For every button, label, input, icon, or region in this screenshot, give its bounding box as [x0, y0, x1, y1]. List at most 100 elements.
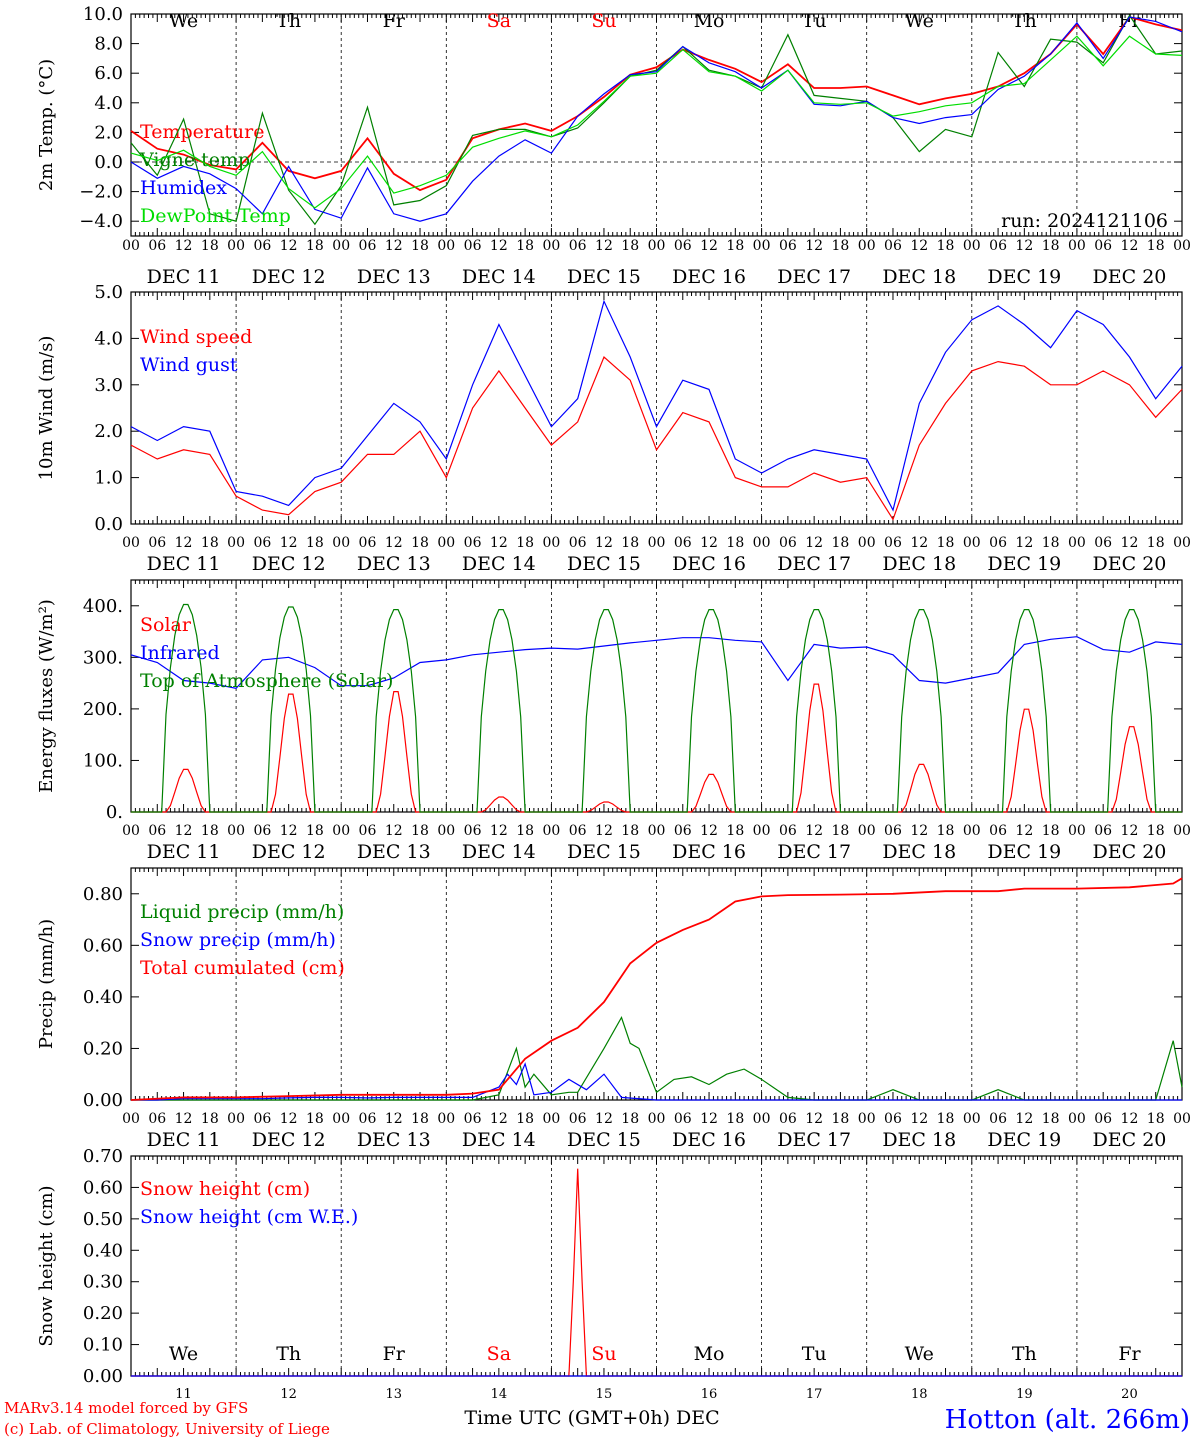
x-tick-label: 18	[306, 1111, 324, 1127]
series-line-vigne-temp	[130, 14, 1183, 226]
date-label: DEC 16	[672, 553, 746, 575]
day-of-week-label: Fr	[383, 10, 406, 32]
x-tick-label: 12	[490, 1111, 508, 1127]
legend-entry: Temperature	[140, 121, 264, 143]
date-label: DEC 20	[1093, 1129, 1167, 1151]
legend-entry: Snow height (cm)	[140, 1178, 310, 1200]
x-tick-label: 18	[832, 1111, 850, 1127]
x-tick-label: 12	[1015, 238, 1033, 254]
x-tick-label: 06	[464, 823, 482, 839]
x-tick-label: 06	[1094, 535, 1112, 551]
y-tick-label: 10.0	[83, 4, 123, 25]
series-line-infrared	[130, 636, 1183, 689]
x-tick-label: 06	[1094, 1111, 1112, 1127]
day-of-week-label: Sa	[487, 10, 511, 32]
day-number-label: 15	[596, 1387, 613, 1402]
x-tick-label: 00	[332, 535, 350, 551]
date-label: DEC 18	[882, 1129, 956, 1151]
x-tick-label: 00	[753, 823, 771, 839]
x-tick-label: 00	[963, 535, 981, 551]
y-tick-label: 0.20	[83, 1303, 123, 1324]
x-tick-label: 18	[201, 238, 219, 254]
x-tick-label: 18	[411, 535, 429, 551]
date-label: DEC 15	[567, 266, 641, 288]
x-tick-label: 06	[148, 1111, 166, 1127]
x-tick-label: 12	[1121, 238, 1139, 254]
legend-entry: Top of Atmosphere (Solar)	[140, 670, 393, 692]
y-tick-label: 0.60	[83, 935, 123, 956]
day-of-week-label: Su	[591, 1343, 616, 1365]
x-tick-label: 06	[464, 238, 482, 254]
x-tick-label: 18	[1042, 1111, 1060, 1127]
x-tick-label: 00	[648, 823, 666, 839]
x-tick-label: 18	[937, 823, 955, 839]
x-tick-label: 12	[805, 823, 823, 839]
x-tick-label: 18	[621, 535, 639, 551]
x-tick-label: 18	[1042, 238, 1060, 254]
day-number-label: 19	[1016, 1387, 1033, 1402]
x-tick-label: 18	[1147, 535, 1165, 551]
day-of-week-label: Th	[1012, 10, 1037, 32]
x-tick-label: 12	[910, 1111, 928, 1127]
x-tick-label: 06	[674, 535, 692, 551]
x-tick-label: 18	[832, 823, 850, 839]
x-tick-label: 00	[437, 823, 455, 839]
y-tick-label: −4.0	[79, 211, 123, 232]
x-tick-label: 06	[779, 535, 797, 551]
day-of-week-label: Th	[276, 1343, 301, 1365]
y-tick-label: 0.0	[94, 514, 123, 535]
x-tick-label: 00	[858, 823, 876, 839]
x-tick-label: 06	[148, 535, 166, 551]
x-tick-label: 00	[753, 1111, 771, 1127]
x-tick-label: 12	[385, 238, 403, 254]
x-tick-label: 06	[253, 535, 271, 551]
date-label: DEC 20	[1093, 266, 1167, 288]
series-line-snow-precip-mm-h	[131, 1062, 1182, 1101]
x-tick-label: 12	[280, 823, 298, 839]
x-tick-label: 18	[726, 535, 744, 551]
x-tick-label: 12	[385, 535, 403, 551]
day-of-week-label: Fr	[1118, 1343, 1141, 1365]
y-axis-label: Precip (mm/h)	[36, 919, 57, 1049]
x-axis-label: Time UTC (GMT+0h) DEC	[464, 1407, 719, 1429]
x-tick-label: 00	[122, 238, 140, 254]
legend-entry: Infrared	[140, 642, 220, 664]
x-tick-label: 06	[884, 535, 902, 551]
x-tick-label: 00	[1173, 823, 1191, 839]
y-tick-label: 5.0	[94, 282, 123, 303]
date-label: DEC 15	[567, 553, 641, 575]
day-of-week-label: Tu	[802, 10, 827, 32]
x-tick-label: 00	[1173, 535, 1191, 551]
y-tick-label: 2.0	[94, 421, 123, 442]
y-tick-label: 0.0	[94, 152, 123, 173]
x-tick-label: 00	[542, 1111, 560, 1127]
x-tick-label: 06	[989, 535, 1007, 551]
x-tick-label: 06	[989, 823, 1007, 839]
x-tick-label: 12	[1121, 1111, 1139, 1127]
x-tick-label: 12	[700, 823, 718, 839]
y-axis-label: 10m Wind (m/s)	[36, 336, 57, 481]
x-tick-label: 12	[490, 238, 508, 254]
date-label: DEC 19	[987, 1129, 1061, 1151]
legend-entry: Humidex	[140, 177, 227, 199]
x-tick-label: 00	[648, 238, 666, 254]
date-label: DEC 20	[1093, 841, 1167, 863]
x-tick-label: 00	[437, 535, 455, 551]
y-tick-label: 0.40	[83, 987, 123, 1008]
x-tick-label: 18	[306, 535, 324, 551]
date-label: DEC 13	[357, 841, 431, 863]
day-of-week-label: We	[169, 1343, 198, 1365]
day-number-label: 12	[280, 1387, 297, 1402]
x-tick-label: 00	[1173, 238, 1191, 254]
day-of-week-label: We	[905, 10, 934, 32]
day-number-label: 17	[806, 1387, 823, 1402]
x-tick-label: 12	[700, 1111, 718, 1127]
x-tick-label: 00	[963, 823, 981, 839]
x-tick-label: 12	[280, 238, 298, 254]
x-tick-label: 00	[1173, 1111, 1191, 1127]
y-axis-label: 2m Temp. (°C)	[36, 59, 57, 191]
x-tick-label: 06	[1094, 238, 1112, 254]
x-tick-label: 18	[726, 823, 744, 839]
date-label: DEC 19	[987, 266, 1061, 288]
x-tick-label: 18	[1042, 535, 1060, 551]
